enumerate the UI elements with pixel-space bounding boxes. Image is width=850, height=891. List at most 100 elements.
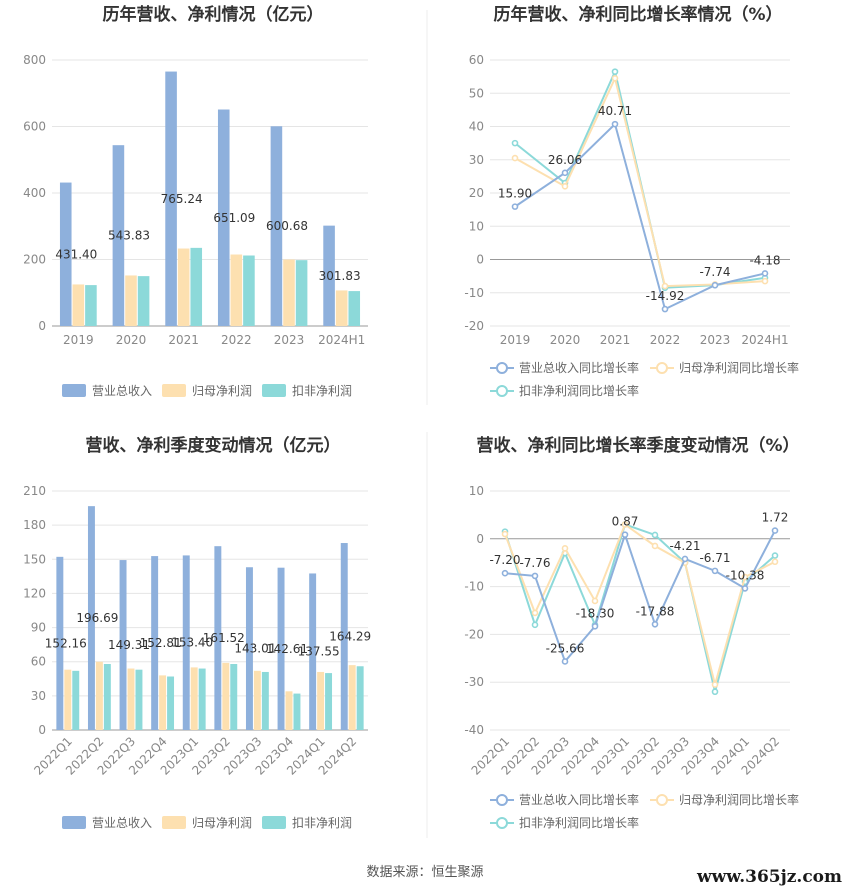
bar-revenue [277, 567, 285, 730]
bar-revenue [245, 567, 253, 730]
data-point [621, 531, 629, 538]
y-tick-label: 120 [23, 586, 46, 600]
bar-deducted-profit [167, 676, 175, 730]
data-point [771, 558, 779, 566]
legend: 营业总收入 归母净利润 扣非净利润 [62, 384, 352, 398]
bar-parent-profit [230, 254, 243, 326]
data-point [761, 270, 769, 277]
bar-revenue [165, 71, 177, 326]
data-label: 543.83 [108, 229, 150, 243]
bar-revenue [309, 573, 317, 730]
x-tick-label: 2024H1 [741, 333, 788, 347]
data-point [711, 688, 719, 696]
legend: 营业总收入同比增长率 归母净利润同比增长率 扣非净利润同比增长率 [490, 792, 799, 830]
bar-deducted-profit [135, 669, 143, 730]
bar-revenue [182, 555, 190, 730]
legend: 营业总收入同比增长率 归母净利润同比增长率 扣非净利润同比增长率 [490, 360, 799, 398]
data-point [501, 530, 509, 538]
bar-parent-profit [283, 259, 295, 326]
legend-label-parent-profit: 归母净利润 [192, 384, 252, 398]
bar-parent-profit [335, 290, 348, 326]
bar-deducted-profit [190, 247, 203, 326]
y-tick-label: 50 [469, 86, 484, 100]
y-tick-label: 600 [23, 120, 46, 134]
data-label: -6.71 [699, 551, 730, 565]
data-label: 149.31 [108, 638, 150, 652]
data-label: 142.61 [266, 642, 308, 656]
bar-parent-profit [222, 662, 230, 730]
data-point [711, 281, 719, 289]
series-line-parent [504, 522, 776, 689]
bar-revenue [112, 145, 125, 326]
legend-marker-revenue-growth [496, 794, 508, 806]
y-tick-label: -20 [464, 319, 484, 333]
legend-label-revenue-growth: 营业总收入同比增长率 [519, 360, 639, 375]
data-point [561, 183, 569, 190]
y-tick-label: 400 [23, 186, 46, 200]
x-tick-label: 2020 [116, 333, 147, 347]
bar-deducted-profit [72, 670, 80, 730]
legend-marker-revenue-growth [496, 362, 508, 374]
data-point [661, 282, 669, 290]
chart-title: 营收、净利同比增长率季度变动情况（%） [476, 435, 799, 456]
data-label: 143.01 [234, 642, 276, 656]
data-source-note: 数据来源：恒生聚源 [366, 865, 483, 880]
legend-swatch-deducted-profit [262, 816, 286, 829]
data-point [591, 622, 599, 630]
data-label: 301.83 [319, 269, 361, 283]
bar-parent-profit [125, 275, 137, 326]
data-label: -25.66 [546, 641, 585, 655]
chart-quarterly-revenue-profit: 营收、净利季度变动情况（亿元） 0 30 60 90 120 150 180 210 152.1… [23, 435, 371, 830]
data-point [511, 203, 519, 210]
data-point [711, 567, 719, 575]
series-line-revenue [514, 122, 766, 311]
chart-annual-revenue-profit: 历年营收、净利情况（亿元） 0 200 400 600 800 431.40 543.83 7… [23, 4, 368, 398]
legend-label-parent-growth: 归母净利润同比增长率 [679, 360, 799, 375]
legend: 营业总收入 归母净利润 扣非净利润 [62, 816, 352, 830]
chart-plot: 0 200 400 600 800 431.40 543.83 765.24 651.09 600… [23, 53, 368, 347]
bar-revenue [217, 109, 230, 326]
bar-revenue [151, 556, 159, 730]
chart-annual-growth-rate: 历年营收、净利同比增长率情况（%） -20 -10 0 10 20 30 40 50 60 15.… [464, 4, 799, 398]
data-label: 152.81 [140, 636, 182, 650]
data-point [771, 552, 779, 559]
data-point [611, 68, 619, 75]
data-label: 651.09 [213, 211, 255, 225]
y-tick-label: 0 [476, 253, 484, 267]
data-label: 137.55 [298, 645, 340, 659]
x-tick-label: 2021 [600, 333, 631, 347]
data-point [681, 555, 689, 563]
bar-revenue [87, 506, 95, 730]
data-label: -4.18 [749, 253, 780, 267]
data-point [651, 542, 659, 550]
legend-label-deducted-growth: 扣非净利润同比增长率 [519, 815, 639, 830]
legend-marker-parent-growth [656, 794, 668, 806]
data-label: 0.87 [612, 515, 639, 529]
bar-parent-profit [177, 248, 190, 326]
legend-label-revenue: 营业总收入 [92, 384, 152, 398]
data-point [611, 74, 619, 82]
y-tick-label: -20 [464, 627, 484, 641]
data-point [741, 585, 749, 592]
bar-parent-profit [72, 284, 85, 326]
data-point [561, 169, 569, 177]
legend-marker-parent-growth [656, 362, 668, 374]
data-label: 153.40 [171, 636, 213, 650]
bar-deducted-profit [103, 663, 111, 730]
y-tick-label: 40 [469, 120, 484, 134]
data-label: -14.92 [646, 289, 685, 303]
bar-revenue [214, 546, 222, 730]
data-label: 431.40 [55, 247, 97, 261]
data-label: 1.72 [762, 511, 789, 525]
legend-label-parent-profit: 归母净利润 [192, 816, 252, 830]
bar-revenue [59, 182, 72, 326]
y-tick-label: 60 [469, 53, 484, 67]
data-point [531, 621, 539, 629]
data-point [531, 609, 539, 617]
bar-deducted-profit [137, 276, 150, 326]
y-tick-label: 150 [23, 552, 46, 566]
bar-deducted-profit [198, 668, 206, 730]
bar-parent-profit [64, 669, 72, 730]
y-tick-label: 800 [23, 53, 46, 67]
